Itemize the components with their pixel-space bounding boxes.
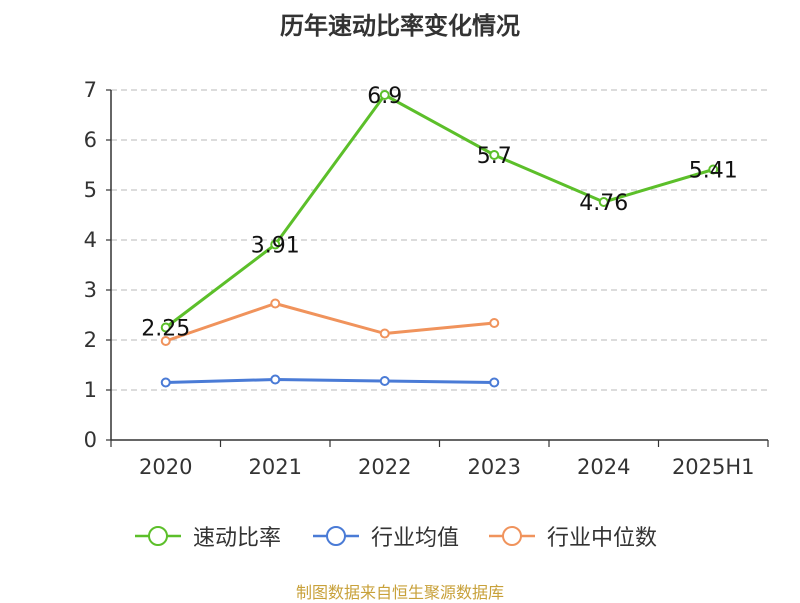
x-tick-label: 2021 (249, 455, 302, 479)
x-tick-label: 2022 (358, 455, 411, 479)
data-point (160, 377, 171, 388)
y-tick-label: 2 (84, 328, 97, 352)
data-point (160, 336, 171, 346)
data-point (270, 374, 281, 385)
data-point (489, 318, 500, 328)
series-layer (160, 90, 719, 388)
legend-marker-industry-median-icon (489, 526, 535, 546)
y-tick-label: 7 (84, 78, 97, 102)
series-line (165, 378, 495, 384)
legend-marker-industry-mean-icon (313, 526, 359, 546)
data-point (379, 90, 390, 100)
x-tick-label: 2020 (139, 455, 192, 479)
data-point (160, 322, 171, 333)
x-tick-label: 2023 (468, 455, 521, 479)
legend-label: 行业中位数 (547, 526, 658, 551)
y-tick-label: 0 (84, 428, 97, 452)
y-tick-label: 5 (84, 178, 97, 202)
chart-title: 历年速动比率变化情况 (280, 12, 520, 40)
x-tick-label: 2024 (577, 455, 630, 479)
legend-item-industry-mean[interactable]: 行业均值 (311, 520, 459, 552)
y-tick-label: 3 (84, 278, 97, 302)
legend-marker-quick-ratio-icon (135, 526, 181, 546)
data-point (489, 150, 500, 160)
data-point (489, 377, 500, 388)
data-label: 6.9 (367, 84, 402, 109)
legend-label: 速动比率 (193, 526, 282, 551)
data-point (598, 197, 609, 207)
data-point (379, 376, 390, 386)
y-tick-label: 6 (84, 128, 97, 152)
data-label: 4.76 (579, 191, 628, 216)
data-label-layer: 2.25 3.91 6.9 5.7 4.76 5.41 (141, 84, 737, 342)
legend-item-quick-ratio[interactable]: 速动比率 (133, 520, 281, 552)
x-tick-label: 2025H1 (672, 455, 755, 479)
legend-item-industry-median[interactable]: 行业中位数 (487, 520, 657, 552)
data-point (270, 298, 281, 309)
axis-layer: 0 1 2 3 4 5 6 7 2020 2021 2022 2023 2024 2025H1 (84, 78, 769, 479)
data-label: 5.41 (689, 159, 738, 184)
y-tick-label: 4 (84, 228, 97, 252)
series-line (165, 302, 495, 343)
series-line (164, 93, 714, 329)
grid-layer (111, 89, 768, 391)
data-point (708, 164, 719, 175)
data-source-note: 制图数据来自恒生聚源数据库 (295, 583, 504, 602)
y-tick-label: 1 (84, 378, 97, 402)
data-point (270, 239, 281, 250)
data-label: 2.25 (141, 317, 190, 342)
data-label: 3.91 (251, 234, 300, 259)
legend-label: 行业均值 (371, 526, 460, 551)
legend: 速动比率 行业均值 行业中位数 (0, 520, 800, 552)
data-label: 5.7 (477, 144, 512, 169)
data-point (379, 328, 390, 339)
